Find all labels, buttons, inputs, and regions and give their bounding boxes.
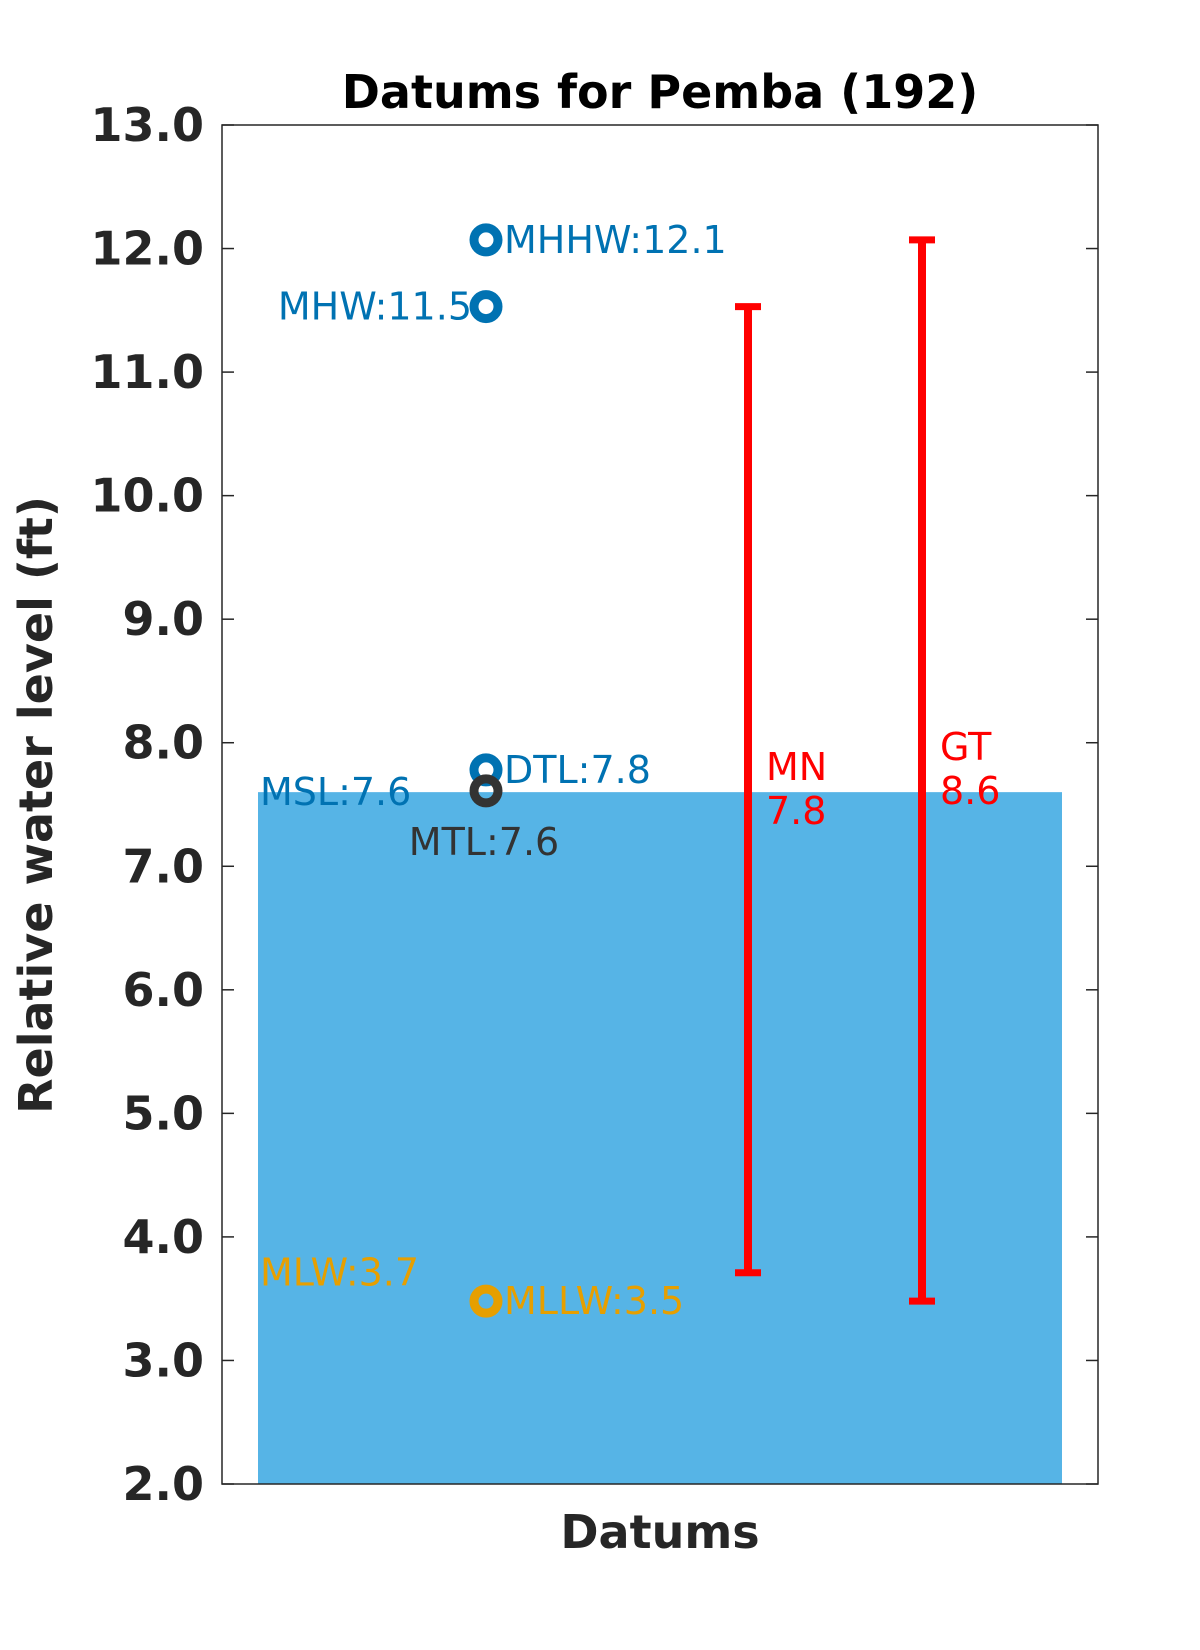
datum-marker bbox=[469, 774, 503, 808]
range-layer: MN7.8 GT8.6 bbox=[735, 236, 1000, 1305]
y-tick-label: 10.0 bbox=[91, 469, 205, 523]
datum-marker bbox=[469, 223, 503, 257]
datum-label: MHW:11.5 bbox=[278, 285, 472, 329]
y-tick-label: 9.0 bbox=[123, 592, 205, 646]
datum-label: DTL:7.8 bbox=[504, 748, 651, 792]
y-tick-label: 8.0 bbox=[123, 716, 205, 770]
range-value-label: 8.6 bbox=[940, 769, 1000, 813]
msl-bar bbox=[258, 792, 1062, 1484]
datum-label: MTL:7.6 bbox=[409, 820, 559, 864]
datum-label: MLW:3.7 bbox=[260, 1251, 419, 1295]
chart-title: Datums for Pemba (192) bbox=[342, 65, 979, 119]
range-name-label: MN bbox=[766, 745, 827, 789]
y-tick-label: 12.0 bbox=[91, 222, 205, 276]
y-axis-label: Relative water level (ft) bbox=[9, 496, 63, 1114]
range-value-label: 7.8 bbox=[766, 789, 826, 833]
datum-marker bbox=[469, 1284, 503, 1318]
y-tick-label: 7.0 bbox=[123, 839, 205, 893]
y-axis-ticks: 2.0 3.0 4.0 5.0 6.0 7.0 8.0 9.0 10.0 11.0 12.0 13.0 bbox=[91, 98, 1098, 1511]
bar-layer bbox=[258, 792, 1062, 1484]
datum-label: MSL:7.6 bbox=[260, 770, 411, 814]
range-name-label: GT bbox=[940, 725, 992, 769]
x-axis-label: Datums bbox=[560, 1505, 759, 1559]
y-tick-label: 5.0 bbox=[123, 1086, 205, 1140]
datum-layer: MHHW:12.1 MHW:11.5 DTL:7.8 MSL:7.6 MTL:7.6 ML… bbox=[260, 218, 727, 1323]
y-tick-label: 13.0 bbox=[91, 98, 205, 152]
y-tick-label: 4.0 bbox=[123, 1210, 205, 1264]
datum-marker bbox=[469, 290, 503, 324]
plot-frame bbox=[221, 124, 1099, 1485]
y-tick-label: 11.0 bbox=[91, 345, 205, 399]
y-tick-label: 3.0 bbox=[123, 1333, 205, 1387]
y-tick-label: 2.0 bbox=[123, 1457, 205, 1511]
datum-label: MLLW:3.5 bbox=[504, 1279, 684, 1323]
y-tick-label: 6.0 bbox=[123, 963, 205, 1017]
datum-label: MHHW:12.1 bbox=[504, 218, 727, 262]
